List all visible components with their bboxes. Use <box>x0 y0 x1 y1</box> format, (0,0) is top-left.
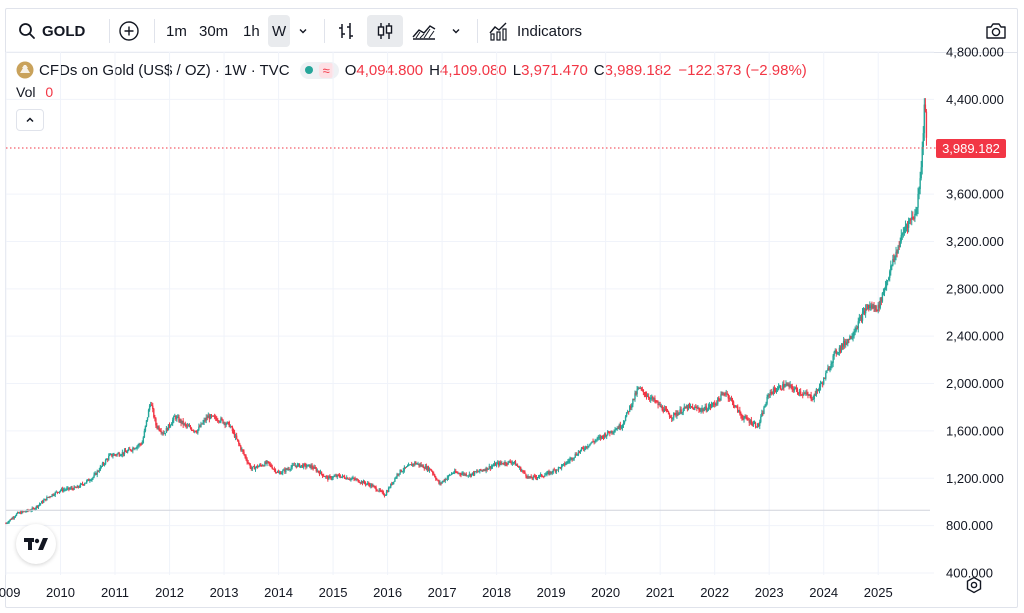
toolbar-divider <box>477 19 478 43</box>
indicators-button[interactable]: Indicators <box>488 9 582 53</box>
interval-1h-label: 1h <box>243 22 260 40</box>
snapshot-button[interactable] <box>984 9 1008 53</box>
low-value: 3,971.470 <box>521 61 588 79</box>
chart-legend: CFDs on Gold (US$ / OZ) · 1W · TVC ≈ O 4,… <box>16 59 807 81</box>
candles-highlight <box>367 15 403 47</box>
add-circle-icon <box>119 21 139 41</box>
chart-type-dropdown[interactable] <box>450 9 462 53</box>
indicators-icon <box>489 22 507 41</box>
market-open-dot <box>304 66 313 74</box>
last-price-label: 3,989.182 <box>936 138 1006 158</box>
interval-dropdown[interactable] <box>297 9 309 53</box>
bar-style-button[interactable] <box>336 9 356 53</box>
high-value: 4,109.080 <box>439 61 507 79</box>
interval-1m[interactable]: 1m <box>166 9 187 53</box>
delayed-data-icon: ≈ <box>318 62 334 78</box>
symbol-search[interactable]: GOLD <box>18 9 85 53</box>
symbol-name: GOLD <box>42 22 86 40</box>
gold-symbol-icon <box>16 61 34 79</box>
chevron-up-icon <box>26 117 34 123</box>
collapse-legend-button[interactable] <box>16 109 44 131</box>
chevron-down-icon <box>299 29 307 34</box>
camera-icon <box>986 23 1006 39</box>
area-style-button[interactable] <box>411 9 437 53</box>
tradingview-logo-icon <box>24 538 48 550</box>
market-status-pill[interactable]: ≈ <box>299 61 339 79</box>
chevron-down-icon <box>452 29 460 34</box>
interval-30m-label: 30m <box>199 22 229 40</box>
bars-icon <box>339 23 353 39</box>
legend-title[interactable]: CFDs on Gold (US$ / OZ) · 1W · TVC <box>39 61 290 79</box>
gear-icon <box>966 576 982 594</box>
search-icon <box>19 23 35 39</box>
volume-legend: Vol 0 <box>16 84 53 100</box>
toolbar-divider <box>154 19 155 43</box>
chart-settings-button[interactable] <box>963 574 985 596</box>
volume-label: Vol <box>16 84 36 100</box>
interval-w[interactable]: W <box>272 9 286 53</box>
chart-frame: GOLD 1m 30m 1h W Indicators <box>5 8 1018 608</box>
interval-w-label: W <box>272 22 287 40</box>
area-chart-icon <box>412 25 436 40</box>
volume-value: 0 <box>45 84 54 100</box>
interval-1h[interactable]: 1h <box>243 9 260 53</box>
close-value: 3,989.182 <box>604 61 672 79</box>
interval-w-highlight <box>268 15 290 47</box>
close-key: C <box>593 61 605 79</box>
open-value: 4,094.800 <box>356 61 424 79</box>
high-key: H <box>429 61 440 79</box>
toolbar-divider <box>324 19 325 43</box>
interval-1m-label: 1m <box>166 22 187 40</box>
toolbar-divider <box>109 19 110 43</box>
tradingview-logo[interactable] <box>16 524 56 564</box>
interval-30m[interactable]: 30m <box>199 9 228 53</box>
open-key: O <box>344 61 357 79</box>
top-toolbar: GOLD 1m 30m 1h W Indicators <box>6 9 1017 53</box>
change-value: −122.373 (−2.98%) <box>678 61 807 79</box>
compare-button[interactable] <box>118 9 140 53</box>
candlestick-icon <box>377 23 393 39</box>
indicators-label: Indicators <box>517 22 583 40</box>
candles-button[interactable] <box>375 9 395 53</box>
low-key: L <box>512 61 522 79</box>
